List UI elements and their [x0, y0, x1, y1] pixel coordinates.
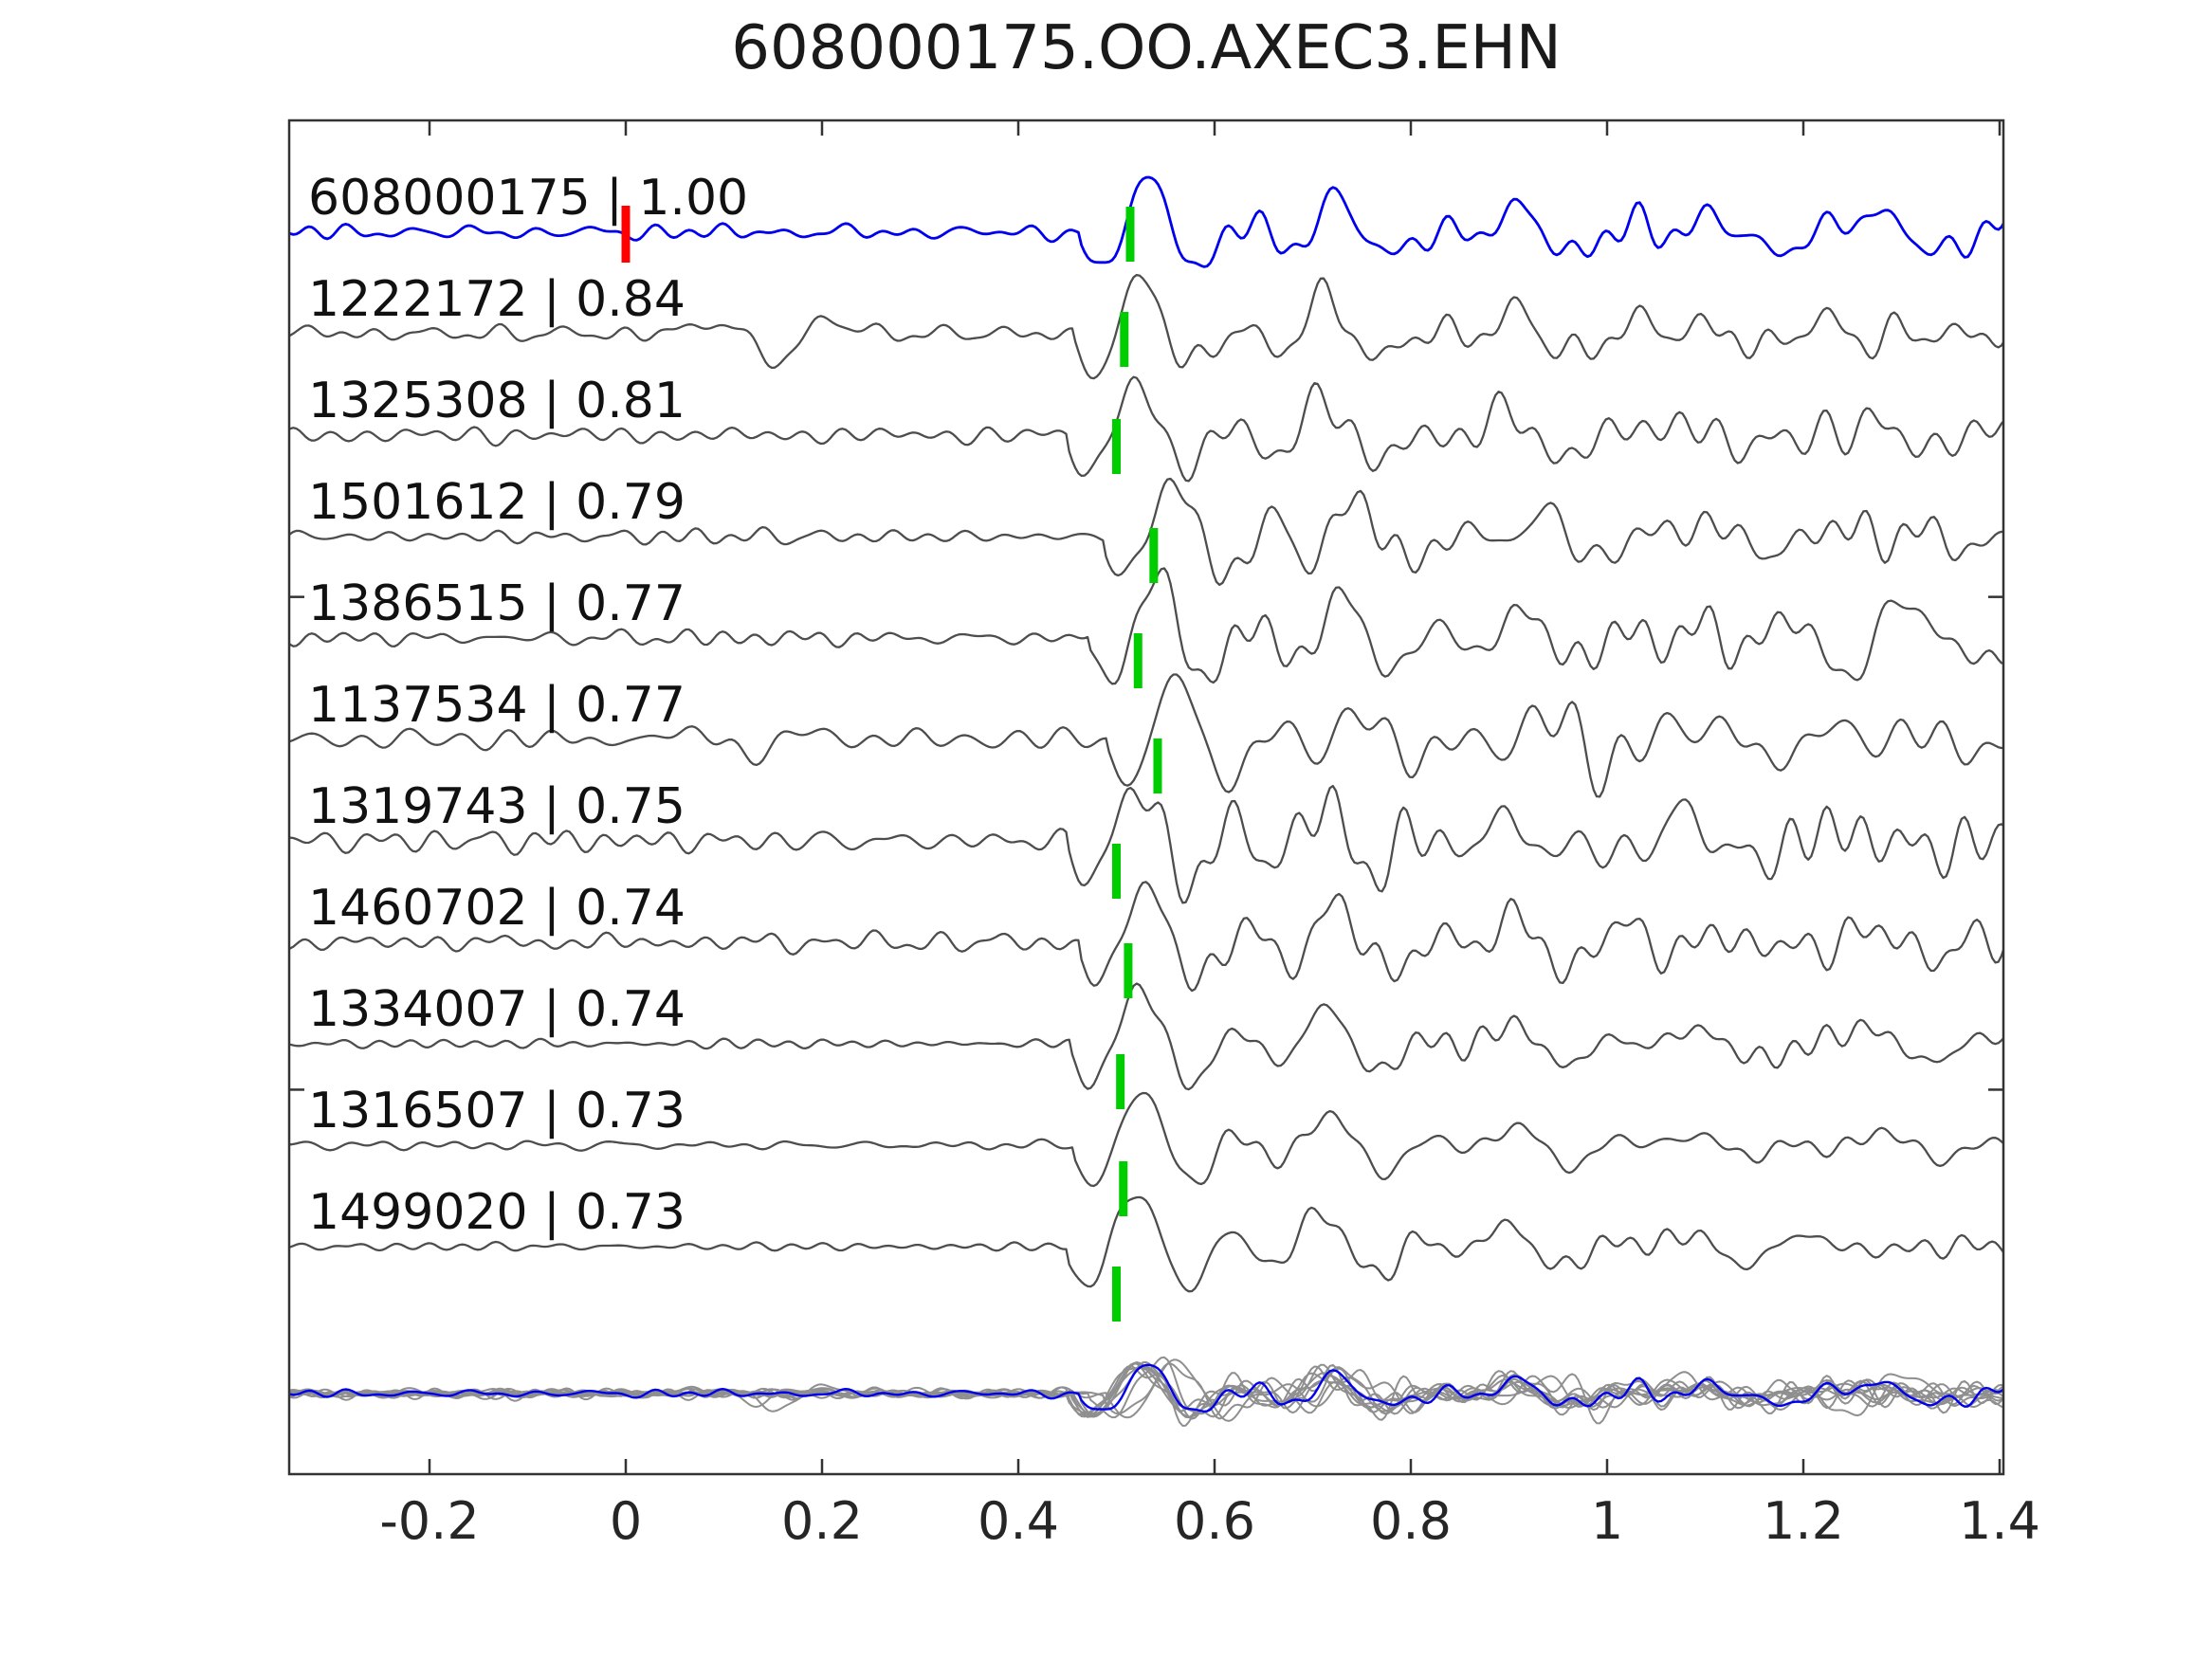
pick-marker-1386515	[1133, 633, 1143, 688]
x-tick-label: 1.4	[1959, 1491, 2040, 1551]
x-tick-label: 1	[1590, 1491, 1624, 1551]
waveform-trace-1460702	[289, 881, 2003, 993]
trace-label-1325308: 1325308 | 0.81	[308, 373, 686, 429]
pick-marker-1316507	[1119, 1161, 1128, 1216]
x-tick-label: 0	[609, 1491, 643, 1551]
trace-label-1501612: 1501612 | 0.79	[308, 474, 686, 531]
waveform-trace-608000175	[289, 175, 2003, 268]
trace-label-1499020: 1499020 | 0.73	[308, 1184, 686, 1241]
waveform-trace-1334007	[289, 982, 2003, 1091]
pick-marker-1334007	[1116, 1054, 1125, 1109]
x-tick-label: 0.8	[1370, 1491, 1452, 1551]
waveform-trace-1137534	[289, 673, 2003, 798]
trace-label-1334007: 1334007 | 0.74	[308, 981, 686, 1038]
overlay-trace-template	[289, 1363, 2003, 1413]
x-tick-label: 0.2	[781, 1491, 863, 1551]
overlay-trace-1319743	[289, 1363, 2003, 1427]
waveform-trace-1316507	[289, 1091, 2003, 1188]
pick-marker-1460702	[1124, 943, 1133, 998]
waveform-trace-1222172	[289, 273, 2003, 380]
plot-title: 608000175.OO.AXEC3.EHN	[731, 13, 1562, 83]
trace-label-1386515: 1386515 | 0.77	[308, 575, 686, 632]
pick-marker-1222172	[1120, 312, 1129, 367]
x-tick-label: 0.4	[978, 1491, 1059, 1551]
x-tick-label: -0.2	[379, 1491, 480, 1551]
trace-label-1137534: 1137534 | 0.77	[308, 677, 686, 734]
overlay-trace-1316507	[289, 1365, 2003, 1416]
pick-marker-1499020	[1112, 1267, 1121, 1322]
waveform-trace-1386515	[289, 567, 2003, 685]
trace-label-1222172: 1222172 | 0.84	[308, 271, 686, 328]
pick-marker-1325308	[1112, 419, 1121, 474]
x-tick-label: 1.2	[1763, 1491, 1844, 1551]
trace-label-1316507: 1316507 | 0.73	[308, 1083, 686, 1139]
waveform-trace-1325308	[289, 375, 2003, 483]
x-tick-label: 0.6	[1174, 1491, 1255, 1551]
origin-marker-icon	[621, 206, 631, 263]
pick-marker-608000175	[1125, 207, 1135, 262]
trace-label-608000175: 608000175 | 1.00	[308, 170, 749, 227]
pick-marker-1319743	[1112, 844, 1121, 899]
pick-marker-1501612	[1149, 528, 1159, 583]
waveform-trace-1501612	[289, 477, 2003, 587]
trace-label-1460702: 1460702 | 0.74	[308, 880, 686, 937]
trace-label-1319743: 1319743 | 0.75	[308, 778, 686, 835]
pick-marker-1137534	[1153, 738, 1162, 793]
plot-border	[287, 118, 2005, 1476]
waveform-trace-1499020	[289, 1195, 2003, 1293]
waveform-trace-1319743	[289, 784, 2003, 904]
